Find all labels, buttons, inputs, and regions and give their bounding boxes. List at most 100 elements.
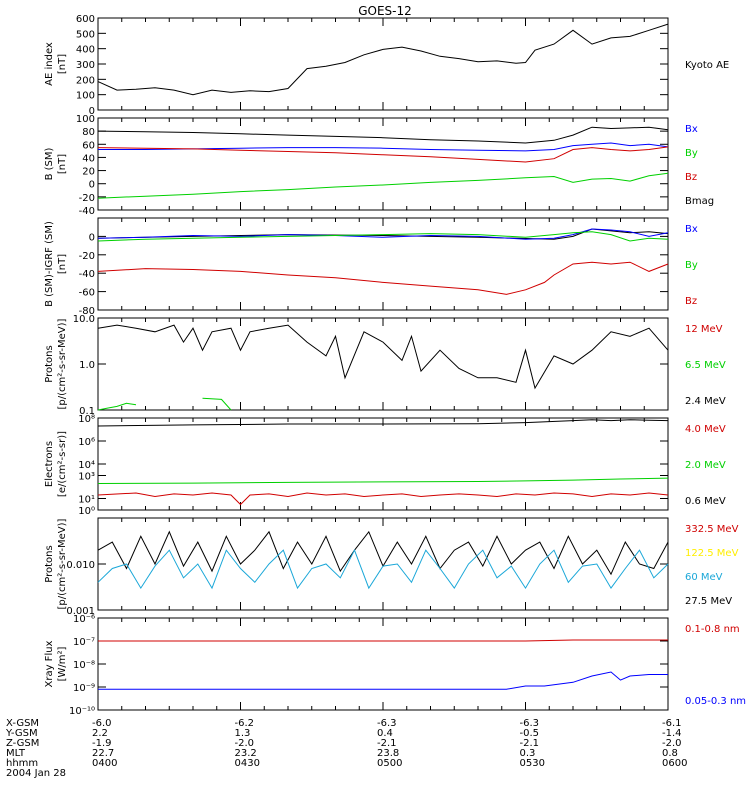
legend-entry: Bz [685, 172, 697, 183]
ephemeris-value: -2.0 [662, 738, 682, 749]
panel-b: -40 -20 0 20 40 60 80 100 B (SM) [nT] Bx By Bz Bmag [44, 114, 714, 217]
panel-frame [97, 617, 669, 711]
y-tick-label: -40 [79, 206, 95, 217]
panel-frame [97, 317, 669, 411]
series-line-blue [98, 671, 668, 690]
ephemeris-value: -6.1 [662, 718, 682, 729]
ephemeris-value: -6.2 [235, 718, 255, 729]
y-tick-label: 500 [76, 29, 95, 40]
panel-protons_low: 0.1 1.0 10.0 Protons [p/(cm²-s-sr-MeV)] 12 Me… [44, 314, 726, 417]
y-axis-label: B (SM)-IGRF (SM) [44, 221, 55, 307]
legend-entry: 332.5 MeV [685, 524, 739, 535]
series-line-red [97, 146, 669, 163]
ephemeris-value: -1.4 [662, 728, 682, 739]
ephemeris-label: X-GSM [6, 718, 39, 729]
panel-ae: 0 100 200 300 400 500 600 AE index [nT] Kyoto AE [44, 14, 729, 117]
y-tick-label: 10.0 [73, 314, 95, 325]
ephemeris-value: -1.9 [92, 738, 112, 749]
legend-entry: By [685, 148, 698, 159]
series-line-green [97, 402, 137, 411]
legend-entry: 6.5 MeV [685, 360, 726, 371]
legend-entry: Bmag [685, 196, 714, 207]
y-tick-label: 0.010 [66, 560, 95, 571]
ephemeris-value: 23.2 [235, 748, 257, 759]
legend-entry: 2.4 MeV [685, 396, 726, 407]
y-tick-label: 600 [76, 14, 95, 25]
y-tick-label: 400 [76, 45, 95, 56]
legend-entry: 60 MeV [685, 572, 723, 583]
y-tick-label: 100 [76, 114, 95, 125]
y-tick-label: 300 [76, 60, 95, 71]
y-tick-label: 0.001 [66, 606, 95, 617]
y-tick-label: 10⁸ [78, 414, 95, 425]
panel-bdiff: -80 -60 -40 -20 0 B (SM)-IGRF (SM) [nT] Bx By Bz [44, 217, 698, 317]
y-tick-label: -60 [79, 288, 95, 299]
series-line-black [97, 23, 669, 96]
legend-entry: By [685, 260, 698, 271]
ephemeris-value: 23.8 [377, 748, 399, 759]
y-tick-label: 0.1 [79, 406, 95, 417]
panel-frame [97, 117, 669, 211]
panel-frame [97, 417, 669, 511]
legend-entry: 0.1-0.8 nm [685, 624, 740, 635]
y-axis-label: Electrons [44, 441, 55, 487]
ephemeris-label: Y-GSM [5, 728, 38, 739]
y-axis-label: [nT] [57, 54, 68, 74]
y-tick-label: -20 [79, 251, 95, 262]
legend-entry: 4.0 MeV [685, 424, 726, 435]
legend-entry: 0.6 MeV [685, 496, 726, 507]
series-line-black [97, 530, 669, 576]
legend-entry: 0.05-0.3 nm [685, 696, 746, 707]
y-axis-label: [W/m²] [57, 646, 68, 681]
ephemeris-value: 0.3 [520, 748, 536, 759]
y-axis-label: AE index [44, 42, 55, 86]
y-tick-label: 0 [89, 232, 95, 243]
y-axis-label: Protons [44, 545, 55, 582]
ephemeris-label: Z-GSM [6, 738, 39, 749]
y-axis-label: Xray Flux [44, 640, 55, 687]
panel-protons_high: 0.001 0.010 Protons [p/(cm²-s-sr-MeV)] 332.5… [44, 517, 739, 617]
y-tick-label: 10⁻⁹ [73, 683, 95, 694]
y-tick-label: -20 [79, 193, 95, 204]
y-axis-label: B (SM) [44, 147, 55, 180]
legend-entry: Bz [685, 296, 697, 307]
panel-frame [97, 17, 669, 111]
figure-title: GOES-12 [358, 4, 412, 18]
y-tick-label: -40 [79, 269, 95, 280]
series-line-red [98, 639, 668, 642]
legend-entry: 27.5 MeV [685, 596, 732, 607]
ephemeris-value: 0.8 [662, 748, 678, 759]
legend-entry: Kyoto AE [685, 60, 729, 71]
y-axis-label: [nT] [57, 254, 68, 274]
series-line-green [97, 231, 669, 242]
series-line-cyan [97, 548, 669, 590]
ephemeris-value: -0.5 [520, 728, 540, 739]
y-tick-label: 10⁻⁸ [73, 660, 95, 671]
y-tick-label: 10⁻⁶ [73, 614, 95, 625]
ephemeris-value: 0400 [92, 758, 117, 769]
series-line-red [97, 261, 669, 295]
y-tick-label: 10⁰ [78, 506, 95, 517]
footer-date: 2004 Jan 28 [6, 768, 66, 779]
ephemeris-value: 0.4 [377, 728, 393, 739]
y-axis-label: Protons [44, 345, 55, 382]
ephemeris-value: 22.7 [92, 748, 114, 759]
legend-entry: 12 MeV [685, 324, 723, 335]
ephemeris-value: -2.0 [235, 738, 255, 749]
series-line-green [202, 397, 232, 411]
series-line-black [97, 419, 669, 427]
ephemeris-value: -6.3 [377, 718, 397, 729]
y-tick-label: 200 [76, 75, 95, 86]
series-line-blue [98, 142, 669, 152]
ephemeris-value: 1.3 [235, 728, 251, 739]
legend-entry: Bx [685, 124, 698, 135]
series-line-green [97, 477, 669, 484]
ephemeris-value: 0530 [520, 758, 545, 769]
ephemeris-value: -6.3 [520, 718, 540, 729]
ephemeris-value: -2.1 [520, 738, 540, 749]
series-line-blue [97, 228, 669, 240]
y-axis-label: [p/(cm²-s-sr-MeV)] [57, 318, 68, 409]
